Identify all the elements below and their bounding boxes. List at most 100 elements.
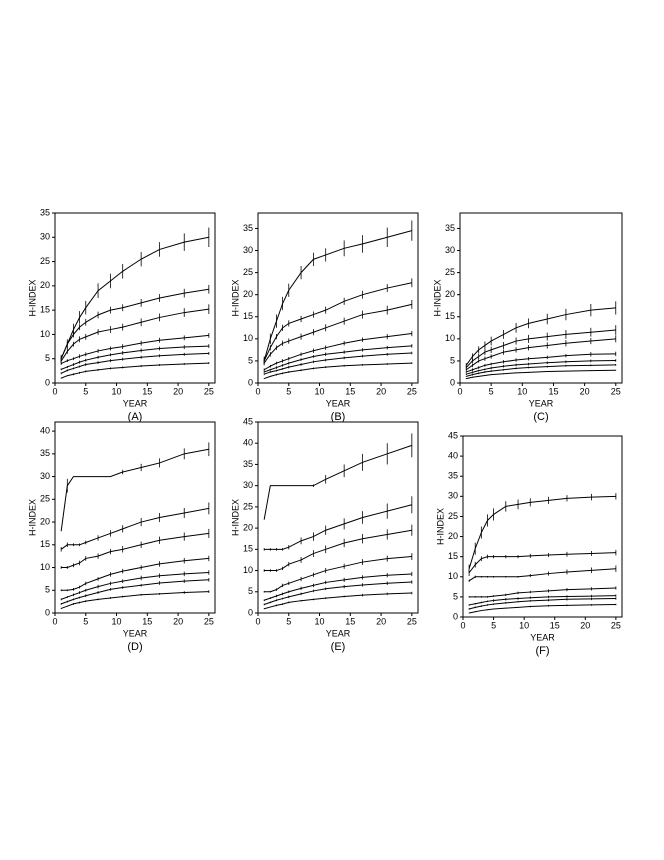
x-tick-label: 25: [611, 386, 621, 396]
y-tick-label: 15: [445, 311, 455, 321]
series-line: [60, 507, 209, 550]
x-tick-label: 15: [142, 386, 152, 396]
x-tick-label: 25: [204, 616, 214, 626]
y-tick-label: 15: [448, 551, 458, 561]
x-tick-label: 20: [376, 616, 386, 626]
y-tick-label: 5: [450, 355, 455, 365]
y-tick-label: 30: [448, 491, 458, 501]
series-line: [263, 303, 412, 364]
panel-caption: (E): [331, 641, 346, 653]
series-line: [264, 504, 412, 550]
plot-frame: [257, 212, 419, 384]
y-tick-label: 0: [45, 377, 50, 387]
series-line: [468, 568, 616, 582]
x-tick-label: 10: [315, 616, 325, 626]
series-line: [60, 345, 209, 370]
panel-caption: (D): [127, 641, 142, 653]
x-tick-label: 20: [376, 386, 386, 396]
y-tick-label: 15: [243, 311, 253, 321]
x-tick-label: 0: [255, 616, 260, 626]
x-axis-label: YEAR: [123, 398, 148, 408]
x-tick-label: 25: [407, 386, 417, 396]
x-tick-label: 5: [491, 620, 496, 630]
x-tick-label: 15: [550, 620, 560, 630]
x-tick-label: 0: [52, 616, 57, 626]
series-line: [468, 552, 616, 574]
y-tick-label: 20: [445, 289, 455, 299]
x-tick-label: 15: [345, 616, 355, 626]
series-line: [61, 532, 209, 569]
series-line: [60, 308, 209, 362]
y-tick-label: 35: [40, 207, 50, 217]
y-tick-label: 25: [445, 267, 455, 277]
series-line: [263, 573, 412, 601]
plot-frame: [257, 421, 419, 614]
y-tick-label: 30: [40, 471, 50, 481]
panel-caption: (F): [535, 645, 549, 657]
y-tick-label: 10: [448, 571, 458, 581]
panel-caption: (B): [331, 411, 346, 423]
y-tick-label: 0: [248, 607, 253, 617]
series-line: [60, 352, 209, 374]
series-line: [264, 556, 412, 593]
series-line: [264, 529, 412, 572]
series-line: [263, 362, 412, 380]
series-line: [465, 338, 616, 371]
y-tick-label: 20: [243, 522, 253, 532]
x-tick-label: 10: [112, 386, 122, 396]
y-tick-label: 10: [243, 565, 253, 575]
series-line: [466, 353, 616, 373]
series-line: [466, 369, 616, 380]
x-tick-label: 10: [517, 386, 527, 396]
series-line: [263, 444, 413, 520]
y-tick-label: 35: [448, 471, 458, 481]
panel: 0 5 10 15 20 25 30 35 40 45 0 5 10 15 20 25 YEAR H-INDEX (…: [230, 416, 419, 653]
x-tick-label: 5: [286, 616, 291, 626]
series-line: [466, 364, 616, 377]
panel: 0 5 10 15 20 25 30 35 40 45 0 5 10 15 20 25 YEAR H-INDEX (…: [435, 430, 623, 657]
y-tick-label: 10: [243, 333, 253, 343]
x-tick-label: 10: [315, 386, 325, 396]
y-tick-label: 20: [40, 280, 50, 290]
series-line: [468, 597, 616, 610]
series-line: [60, 362, 209, 379]
series-line: [60, 448, 209, 532]
x-tick-label: 0: [255, 386, 260, 396]
series-line: [469, 587, 616, 598]
y-tick-label: 20: [243, 289, 253, 299]
y-tick-label: 5: [248, 355, 253, 365]
x-axis-label: YEAR: [326, 628, 351, 638]
series-line: [469, 604, 616, 614]
plot-frame: [54, 421, 216, 614]
series-line: [465, 329, 616, 368]
series-line: [60, 591, 209, 609]
y-tick-label: 40: [243, 438, 253, 448]
y-tick-label: 5: [45, 585, 50, 595]
x-tick-label: 5: [83, 616, 88, 626]
y-tick-label: 25: [243, 267, 253, 277]
y-tick-label: 5: [453, 591, 458, 601]
series-line: [263, 230, 412, 362]
y-tick-label: 5: [45, 353, 50, 363]
plot-frame: [462, 435, 623, 618]
y-tick-label: 25: [40, 256, 50, 266]
series-line: [263, 581, 412, 605]
series-line: [60, 579, 209, 605]
x-axis-label: YEAR: [529, 398, 554, 408]
y-tick-label: 0: [453, 611, 458, 621]
y-tick-label: 35: [243, 459, 253, 469]
series-line: [263, 282, 412, 362]
y-axis-label: H-INDEX: [435, 508, 445, 545]
x-axis-label: YEAR: [326, 398, 351, 408]
y-tick-label: 25: [243, 501, 253, 511]
y-tick-label: 10: [445, 333, 455, 343]
y-tick-label: 15: [243, 544, 253, 554]
x-axis-label: YEAR: [530, 632, 555, 642]
x-tick-label: 0: [52, 386, 57, 396]
y-tick-label: 20: [40, 516, 50, 526]
x-tick-label: 0: [460, 620, 465, 630]
y-tick-label: 10: [40, 562, 50, 572]
y-tick-label: 35: [40, 448, 50, 458]
y-axis-label: H-INDEX: [27, 499, 37, 536]
y-tick-label: 30: [40, 232, 50, 242]
